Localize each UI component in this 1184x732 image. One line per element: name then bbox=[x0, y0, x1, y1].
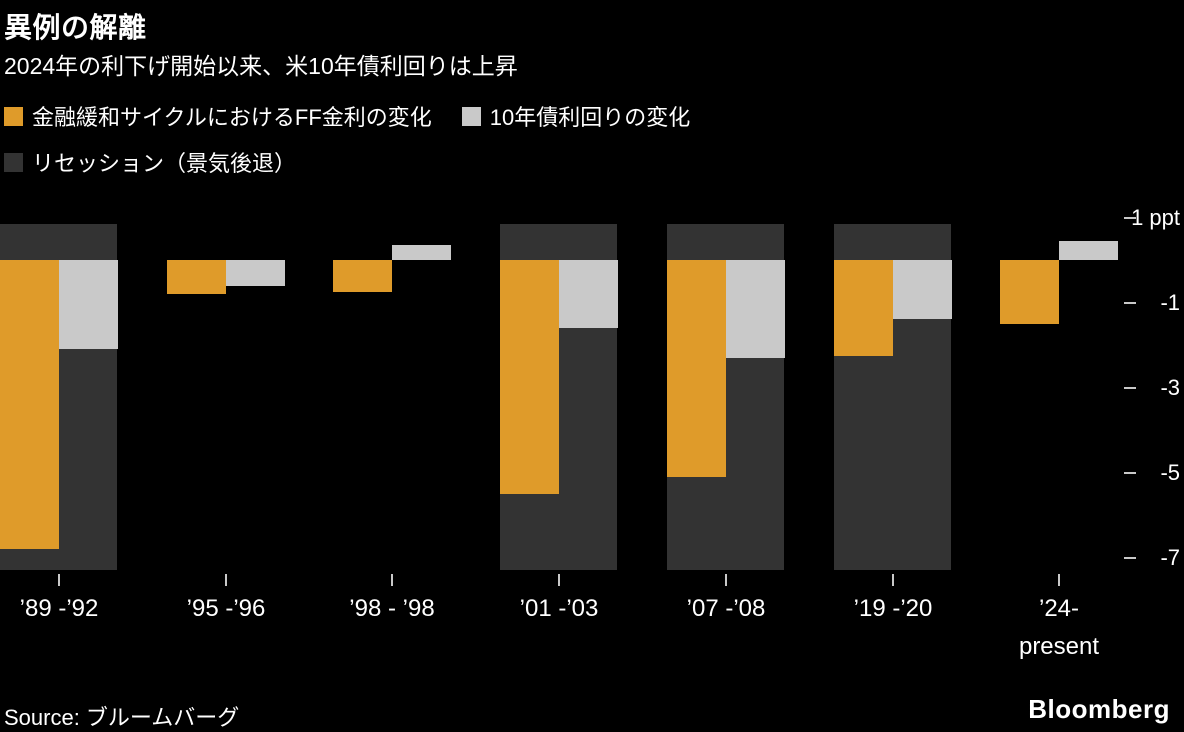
legend-swatch-ff-rate bbox=[4, 106, 23, 126]
y-axis-label: -3 bbox=[1160, 375, 1180, 400]
legend-swatch-10y-yield bbox=[461, 106, 481, 126]
y-axis-tick bbox=[1124, 472, 1136, 474]
x-axis-tick bbox=[58, 574, 60, 586]
bar-ff-rate-change bbox=[667, 260, 726, 477]
bar-10y-yield-change bbox=[559, 260, 618, 328]
x-axis-label: ’95 -’96 bbox=[186, 595, 266, 622]
x-axis-label: ’01 -’03 bbox=[519, 595, 599, 622]
y-axis-label: -1 bbox=[1160, 290, 1180, 315]
x-axis-tick bbox=[225, 574, 227, 586]
chart-legend: 金融緩和サイクルにおけるFF金利の変化 10年債利回りの変化 リセッション（景気… bbox=[4, 100, 690, 192]
x-axis-tick bbox=[1058, 574, 1060, 586]
source-note: Source: ブルームバーグ bbox=[4, 705, 240, 730]
x-axis-tick bbox=[391, 574, 393, 586]
bar-10y-yield-change bbox=[59, 260, 118, 349]
legend-label-10y-yield: 10年債利回りの変化 bbox=[489, 105, 691, 130]
y-axis-tick bbox=[1124, 387, 1136, 389]
bar-10y-yield-change bbox=[893, 260, 952, 319]
y-axis-tick bbox=[1124, 217, 1136, 219]
legend-row-2: リセッション（景気後退） bbox=[4, 146, 690, 178]
x-axis-tick bbox=[558, 574, 560, 586]
bar-ff-rate-change bbox=[0, 260, 59, 549]
bar-ff-rate-change bbox=[167, 260, 226, 294]
x-axis-label: ’24- present bbox=[1018, 595, 1100, 660]
y-axis-tick bbox=[1124, 302, 1136, 304]
legend-row-1: 金融緩和サイクルにおけるFF金利の変化 10年債利回りの変化 bbox=[4, 100, 690, 132]
legend-item-ff-rate: 金融緩和サイクルにおけるFF金利の変化 bbox=[4, 100, 432, 132]
x-axis-tick bbox=[892, 574, 894, 586]
bar-10y-yield-change bbox=[726, 260, 785, 358]
x-axis-label: ’07 -’08 bbox=[686, 595, 766, 622]
y-axis-label: -7 bbox=[1160, 545, 1180, 570]
chart-subtitle: 2024年の利下げ開始以来、米10年債利回りは上昇 bbox=[4, 53, 518, 79]
bar-10y-yield-change bbox=[392, 245, 451, 260]
x-axis-label: ’89 -’92 bbox=[19, 595, 99, 622]
bar-ff-rate-change bbox=[1000, 260, 1059, 324]
legend-item-10y-yield: 10年債利回りの変化 bbox=[461, 100, 691, 132]
y-axis-label: 1 ppt bbox=[1131, 205, 1180, 230]
bloomberg-logo: Bloomberg bbox=[1028, 694, 1170, 724]
x-axis-label: ’19 -’20 bbox=[853, 595, 933, 622]
y-axis-label: -5 bbox=[1160, 460, 1180, 485]
bar-ff-rate-change bbox=[333, 260, 392, 292]
bar-10y-yield-change bbox=[226, 260, 285, 286]
bar-10y-yield-change bbox=[1059, 241, 1118, 260]
legend-label-ff-rate: 金融緩和サイクルにおけるFF金利の変化 bbox=[32, 105, 432, 130]
chart-title: 異例の解離 bbox=[4, 12, 147, 43]
bar-ff-rate-change bbox=[500, 260, 559, 494]
bar-ff-rate-change bbox=[834, 260, 893, 356]
y-axis-tick bbox=[1124, 557, 1136, 559]
legend-item-recession: リセッション（景気後退） bbox=[4, 146, 296, 178]
x-axis-label: ’98 - ’98 bbox=[349, 595, 435, 622]
x-axis-tick bbox=[725, 574, 727, 586]
legend-label-recession: リセッション（景気後退） bbox=[32, 151, 297, 176]
legend-swatch-recession bbox=[4, 152, 23, 172]
